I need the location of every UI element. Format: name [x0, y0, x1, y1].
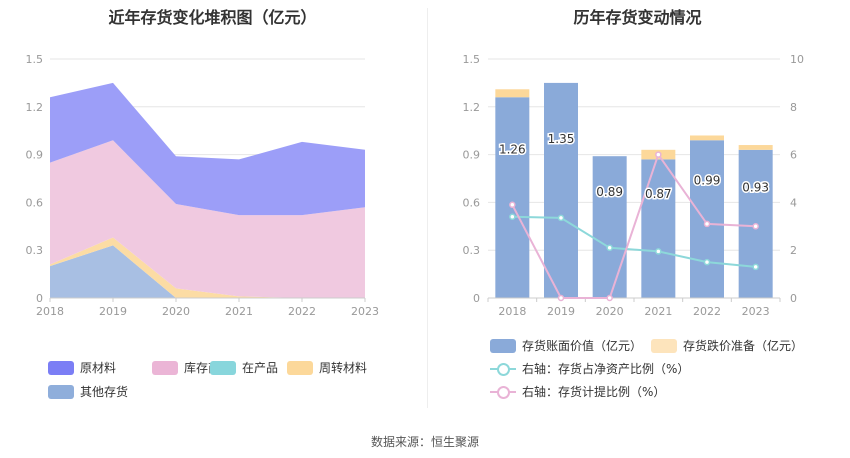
- line-point-3: [752, 223, 759, 230]
- right-y2-tick-label: 10: [790, 53, 804, 66]
- panel-divider: [427, 8, 428, 408]
- line-point-3: [703, 220, 711, 228]
- right-y-tick-label: 0.9: [463, 149, 481, 162]
- bar-data-label: 0.87: [645, 187, 672, 201]
- area-0: [50, 245, 365, 298]
- left-y-tick-label: 0.3: [26, 244, 44, 257]
- legend-item-book-value[interactable]: 存货账面价值（亿元）: [490, 337, 642, 354]
- impairment-bar: [690, 135, 724, 141]
- right-x-tick-label: 2022: [693, 305, 721, 318]
- right-x-tick-label: 2019: [547, 305, 575, 318]
- right-x-tick-label: 2023: [742, 305, 770, 318]
- legend-item-other-inventory[interactable]: 其他存货: [48, 383, 128, 400]
- legend-swatch-finished-goods: [152, 360, 178, 375]
- bar-data-label: 1.26: [499, 142, 526, 156]
- legend-marker-provision-ratio: [490, 385, 516, 399]
- line-point-2: [606, 244, 613, 252]
- bar-data-label: 0.93: [742, 180, 769, 194]
- right-y-tick-label: 1.5: [463, 53, 481, 66]
- line-point-3: [509, 201, 516, 209]
- left-x-tick-label: 2022: [288, 305, 316, 318]
- left-x-tick-label: 2020: [162, 305, 190, 318]
- left-chart-title: 近年存货变化堆积图（亿元）: [108, 8, 317, 27]
- line-point-2: [752, 263, 759, 271]
- right-chart-title: 历年存货变动情况: [573, 8, 702, 27]
- right-x-tick-label: 2018: [498, 305, 526, 318]
- legend-item-impairment[interactable]: 存货跌价准备（亿元）: [651, 337, 803, 354]
- right-y2-tick-label: 0: [790, 292, 797, 305]
- legend-swatch-wip: [210, 360, 236, 375]
- left-y-tick-label: 1.5: [26, 53, 44, 66]
- right-y2-tick-label: 4: [790, 196, 797, 209]
- line-series-3: [511, 152, 756, 299]
- area-3: [50, 140, 365, 298]
- right-y2-tick-label: 6: [790, 149, 797, 162]
- line-point-2: [509, 213, 516, 220]
- right-y-tick-label: 0.3: [463, 244, 481, 257]
- legend-label-raw-material: 原材料: [80, 361, 117, 375]
- right-y2-tick-label: 8: [790, 101, 797, 114]
- left-y-tick-label: 0: [36, 292, 43, 305]
- legend-item-wip[interactable]: 在产品: [210, 359, 278, 376]
- legend-item-turnover-material[interactable]: 周转材料: [287, 359, 367, 376]
- legend-marker-net-asset-ratio: [490, 362, 516, 376]
- area-1: [50, 237, 365, 298]
- right-x-tick-label: 2020: [596, 305, 624, 318]
- left-y-tick-label: 1.2: [26, 101, 44, 114]
- right-y-tick-label: 1.2: [463, 101, 481, 114]
- data-source-note: 数据来源：恒生聚源: [370, 435, 479, 449]
- left-y-tick-label: 0.9: [26, 149, 44, 162]
- line-point-2: [655, 248, 662, 255]
- line-series-2: [512, 215, 756, 268]
- inventory-bar: [641, 159, 676, 298]
- legend-label-impairment: 存货跌价准备（亿元）: [683, 339, 804, 353]
- legend-item-provision-ratio[interactable]: 右轴：存货计提比例（%）: [490, 383, 665, 400]
- inventory-bar: [592, 156, 627, 298]
- legend-swatch-turnover-material: [287, 360, 313, 375]
- legend-item-raw-material[interactable]: 原材料: [48, 359, 116, 376]
- right-x-tick-label: 2021: [644, 305, 672, 318]
- legend-swatch-raw-material: [48, 360, 74, 375]
- left-x-tick-label: 2019: [99, 305, 127, 318]
- legend-label-provision-ratio: 右轴：存货计提比例（%）: [522, 385, 666, 399]
- right-y-tick-label: 0.6: [463, 196, 481, 209]
- legend-item-net-asset-ratio[interactable]: 右轴：存货占净资产比例（%）: [490, 360, 689, 377]
- bar-data-label: 1.35: [548, 132, 575, 146]
- inventory-bar: [544, 82, 578, 299]
- impairment-bar: [738, 145, 773, 150]
- inventory-bar: [495, 97, 530, 299]
- line-point-2: [557, 214, 565, 222]
- right-y2-tick-label: 2: [790, 244, 797, 257]
- line-point-2: [703, 258, 711, 266]
- legend-swatch-other-inventory: [48, 384, 74, 399]
- left-x-tick-label: 2021: [225, 305, 253, 318]
- bar-data-label: 0.89: [596, 185, 623, 199]
- area-4: [50, 82, 365, 216]
- legend-label-other-inventory: 其他存货: [80, 385, 129, 399]
- inventory-bar: [690, 140, 724, 298]
- legend-label-book-value: 存货账面价值（亿元）: [522, 339, 643, 353]
- right-y-tick-label: 0: [473, 292, 480, 305]
- impairment-bar: [495, 89, 530, 98]
- legend-swatch-book-value: [490, 338, 516, 353]
- legend-swatch-impairment: [651, 338, 677, 353]
- left-x-tick-label: 2023: [351, 305, 379, 318]
- left-x-tick-label: 2018: [36, 305, 64, 318]
- legend-label-net-asset-ratio: 右轴：存货占净资产比例（%）: [522, 362, 690, 376]
- left-y-tick-label: 0.6: [26, 196, 44, 209]
- line-point-3: [655, 151, 662, 158]
- legend-label-wip: 在产品: [242, 361, 279, 375]
- bar-data-label: 0.99: [694, 173, 721, 187]
- line-point-3: [557, 294, 565, 302]
- legend-label-turnover-material: 周转材料: [319, 361, 368, 375]
- line-point-3: [606, 294, 613, 302]
